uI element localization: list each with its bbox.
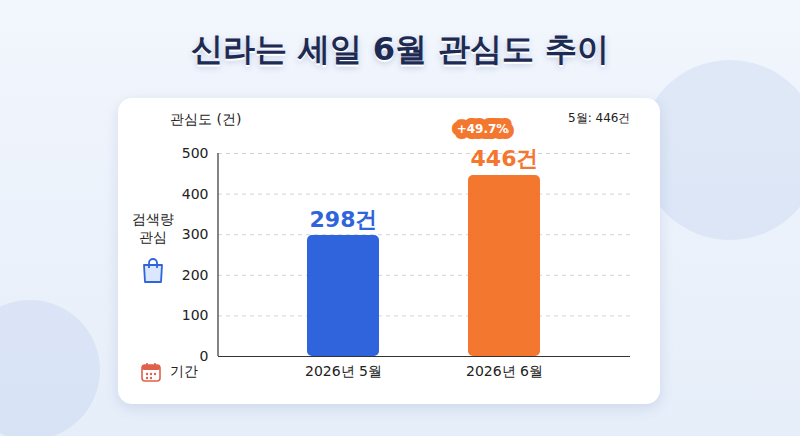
svg-text:446건: 446건 (471, 146, 539, 171)
svg-text:100: 100 (182, 307, 209, 323)
svg-text:400: 400 (182, 186, 209, 202)
svg-text:298건: 298건 (310, 207, 378, 232)
html-text:관심도 (건): 관심도 (건) (170, 111, 242, 127)
svg-text:+49.7%: +49.7% (457, 122, 509, 136)
svg-text:0: 0 (200, 348, 209, 364)
html-text:관심: 관심 (139, 229, 167, 245)
html-text:검색량: 검색량 (132, 211, 174, 227)
svg-text:5월: 446건: 5월: 446건 (568, 111, 630, 125)
svg-text:2026년 5월: 2026년 5월 (305, 363, 382, 379)
svg-text:200: 200 (182, 267, 209, 283)
svg-text:2026년 6월: 2026년 6월 (466, 363, 543, 379)
html-text:신라는 세일 6월 관심도 추이: 신라는 세일 6월 관심도 추이 (190, 30, 610, 68)
html-text:기간: 기간 (170, 363, 198, 379)
svg-text:500: 500 (182, 145, 209, 161)
svg-text:300: 300 (182, 226, 209, 242)
